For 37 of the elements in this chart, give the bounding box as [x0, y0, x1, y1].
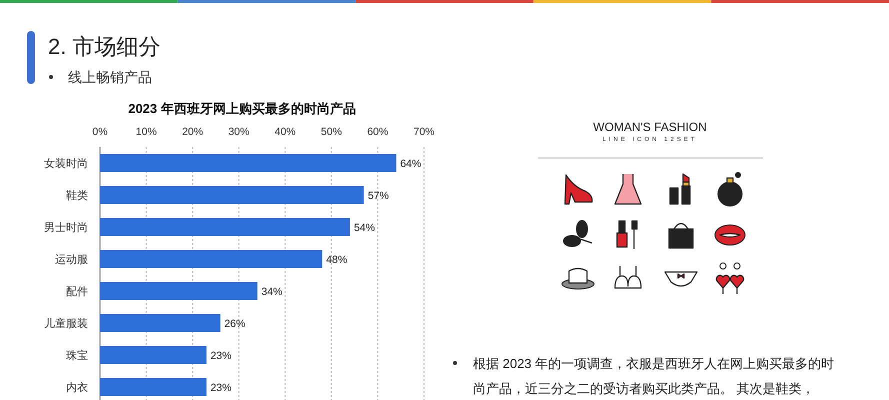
y-tick-label: 鞋类	[66, 189, 88, 202]
x-tick-label: 10%	[136, 126, 157, 138]
y-tick-label: 配件	[66, 286, 88, 298]
bar	[100, 314, 220, 332]
bar	[100, 218, 350, 236]
text: 根据 2023 年的一项调查，衣服是西班牙人在网上购买最多的时尚产品，近三分之二的受访者购买此类产品。 其次是鞋类，	[473, 355, 836, 398]
data-label: 48%	[326, 254, 348, 266]
text: 2. 市场细分	[48, 34, 160, 59]
y-tick-label: 女装时尚	[44, 157, 88, 170]
y-tick-label: 儿童服装	[44, 317, 88, 330]
x-tick-label: 0%	[92, 126, 108, 138]
y-tick-label: 男士时尚	[44, 221, 88, 234]
y-tick-label: 珠宝	[66, 349, 88, 362]
y-tick-label: 运动服	[55, 253, 88, 266]
y-tick-label: 内衣	[66, 381, 88, 394]
data-label: 64%	[400, 158, 422, 170]
text: WOMAN'S FASHION	[593, 120, 707, 134]
data-label: 54%	[354, 222, 375, 234]
bar	[100, 154, 396, 172]
bar	[100, 250, 322, 268]
data-label: 57%	[368, 190, 389, 202]
x-tick-label: 40%	[274, 126, 296, 138]
bar	[100, 186, 364, 204]
data-label: 23%	[210, 382, 232, 394]
bar	[100, 378, 206, 396]
x-tick-label: 70%	[413, 126, 435, 138]
data-label: 23%	[210, 350, 232, 362]
data-label: 34%	[261, 286, 282, 298]
x-tick-label: 30%	[228, 126, 250, 138]
text: 线上畅销产品	[68, 69, 152, 85]
x-tick-label: 60%	[367, 126, 388, 138]
x-tick-label: 50%	[320, 126, 342, 138]
bar	[100, 282, 258, 300]
chart-title: 2023 年西班牙网上购买最多的时尚产品	[128, 101, 356, 116]
x-tick-label: 20%	[182, 126, 204, 138]
data-label: 26%	[224, 318, 246, 330]
bar	[100, 346, 206, 364]
